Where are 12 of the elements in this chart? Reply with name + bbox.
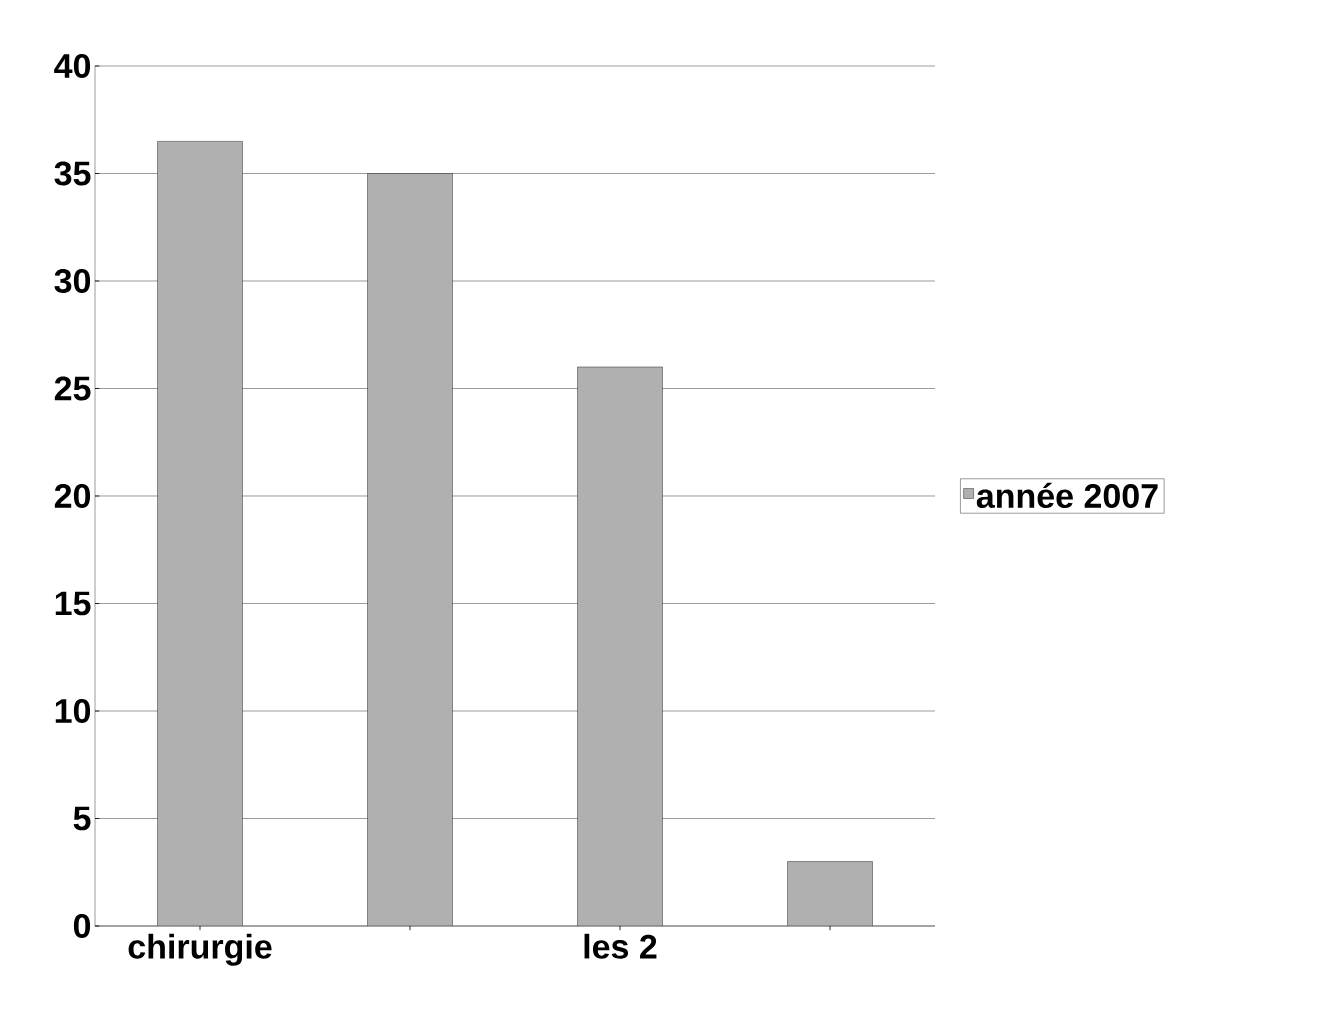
x-tick-label: chirurgie: [128, 933, 272, 966]
y-tick-label: 20: [54, 483, 91, 509]
y-tick-label: 40: [54, 53, 91, 79]
y-tick-label: 5: [73, 806, 91, 831]
y-tick-label: 0: [73, 913, 91, 939]
y-tick-label: 25: [54, 376, 91, 401]
y-tick-label: 15: [55, 591, 91, 616]
legend-label: année 2007: [976, 482, 1158, 509]
y-tick-label: 35: [54, 161, 91, 186]
x-tick-label: les 2: [584, 933, 657, 959]
y-tick-label: 10: [55, 698, 91, 724]
y-tick-label: 30: [54, 268, 91, 294]
